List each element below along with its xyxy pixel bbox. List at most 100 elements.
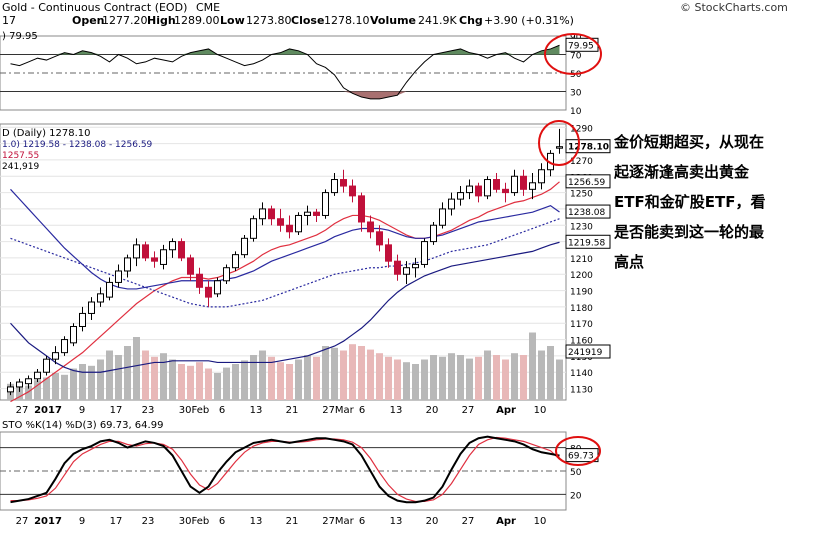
price-tag-text: 1219.58 <box>568 238 605 248</box>
rsi-tick-label: 10 <box>570 107 582 117</box>
x-axis-label: 27Mar <box>322 405 354 416</box>
candle-body <box>520 175 527 190</box>
volume-bar <box>88 365 95 400</box>
low-label: Low <box>220 14 245 27</box>
volume-bar <box>34 380 41 400</box>
close-value: 1278.10 <box>324 14 370 27</box>
candle-body <box>205 286 212 298</box>
candle-body <box>124 257 131 272</box>
candle-body <box>331 179 338 194</box>
candle-body <box>295 214 302 233</box>
candle-body <box>385 244 392 262</box>
price-legend-sma: 1257.55 <box>2 151 39 161</box>
volume-bar <box>286 364 293 400</box>
candle-body <box>448 198 455 210</box>
volume-bar <box>43 377 50 400</box>
candle-body <box>277 218 284 226</box>
candle-body <box>511 175 518 194</box>
x-axis-label: 30Feb <box>179 405 209 416</box>
volume-bar <box>124 346 131 400</box>
candle-body <box>259 208 266 220</box>
x-axis-label: 23 <box>142 405 155 416</box>
stochastic-value-text: 69.73 <box>568 452 594 462</box>
price-tag-box <box>565 139 611 154</box>
x-axis-label-bottom: 21 <box>286 516 299 527</box>
candle-body <box>79 312 86 328</box>
volume-bar <box>448 353 455 400</box>
stochastic-label: STO %K(14) %D(3) 69.73, 64.99 <box>2 420 163 431</box>
volume-bar <box>529 332 536 400</box>
volume-bar <box>439 356 446 400</box>
volume-bar <box>367 349 374 400</box>
x-axis-label-bottom: 6 <box>219 516 225 527</box>
x-axis-label: 10 <box>534 405 547 416</box>
volume-bar <box>475 356 482 400</box>
x-axis-label: 2017 <box>34 405 62 416</box>
price-tick-label: 1200 <box>570 271 593 281</box>
price-tag-text: 1278.10 <box>568 143 609 153</box>
candle-body <box>304 211 311 216</box>
price-tag-text: 1256.59 <box>568 178 605 188</box>
candle-body <box>187 257 194 275</box>
candle-body <box>106 281 113 298</box>
rsi-tick-label: 50 <box>570 70 582 80</box>
x-axis-label: 6 <box>359 405 365 416</box>
price-tick-label: 1230 <box>570 222 593 232</box>
price-tag-box <box>565 174 611 189</box>
x-axis-label: 6 <box>219 405 225 416</box>
volume-bar <box>97 359 104 400</box>
annotation-line: 是否能卖到这一轮的最 <box>614 223 765 241</box>
annotation-line: 高点 <box>614 253 645 271</box>
volume-bar <box>178 364 185 400</box>
volume-bar <box>484 350 491 400</box>
volume-bar <box>250 355 257 400</box>
candle-body <box>214 280 221 295</box>
x-axis-label-bottom: Apr <box>496 516 516 527</box>
annotation-line: 起逐渐逢高卖出黄金 <box>614 163 750 181</box>
volume-bar <box>187 365 194 400</box>
candle-body <box>466 185 473 194</box>
price-tick-label: 1290 <box>570 124 593 134</box>
volume-label: Volume <box>370 14 416 27</box>
annotation-line: 金价短期超买，从现在 <box>614 133 765 151</box>
volume-bar <box>223 367 230 400</box>
price-label: D (Daily) 1278.10 <box>2 128 91 139</box>
candle-body <box>142 244 149 259</box>
volume-tag-text: 241919 <box>568 348 603 358</box>
candle-body <box>7 386 14 393</box>
volume-bar <box>214 373 221 400</box>
volume-bar <box>493 355 500 400</box>
volume-bar <box>79 364 86 400</box>
source-label: © StockCharts.com <box>680 1 788 14</box>
candle-body <box>538 169 545 184</box>
volume-bar <box>322 346 329 400</box>
volume-tag-box <box>565 344 611 359</box>
candle-body <box>70 326 77 344</box>
x-axis-label: 20 <box>426 405 439 416</box>
moving-average-line <box>10 181 560 403</box>
x-axis-label-bottom: 20 <box>426 516 439 527</box>
volume-bar <box>403 362 410 400</box>
candle-body <box>439 208 446 226</box>
candle-body <box>88 301 95 314</box>
price-tick-label: 1170 <box>570 320 593 330</box>
volume-bar <box>457 355 464 400</box>
moving-average-line <box>10 218 560 308</box>
candle-body <box>61 339 68 354</box>
header-prefix: 17 <box>2 14 16 27</box>
stochastic-tick-label: 50 <box>570 468 582 478</box>
x-axis-label-bottom: 17 <box>110 516 123 527</box>
moving-average-line <box>10 188 560 290</box>
x-axis-label: 13 <box>390 405 403 416</box>
candle-body <box>421 241 428 265</box>
price-tick-label: 1180 <box>570 304 593 314</box>
volume-bar <box>25 385 32 400</box>
x-axis-label-bottom: 23 <box>142 516 155 527</box>
price-tick-label: 1160 <box>570 337 593 347</box>
rsi-overbought-fill <box>10 45 560 55</box>
volume-bar <box>313 356 320 400</box>
candle-body <box>250 218 257 239</box>
x-axis-label: Apr <box>496 405 516 416</box>
low-value: 1273.80 <box>246 14 292 27</box>
